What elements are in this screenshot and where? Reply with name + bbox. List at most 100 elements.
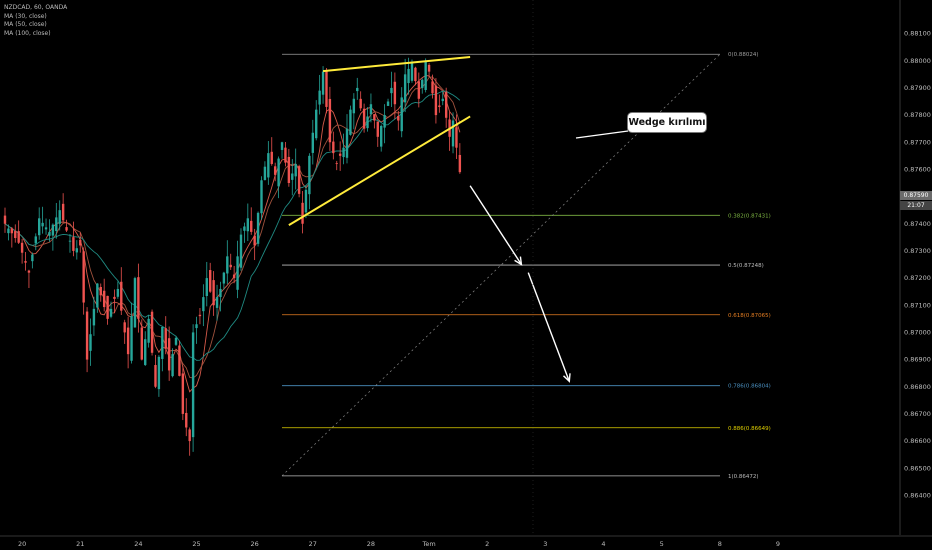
bullish-candle bbox=[291, 159, 294, 196]
bearish-candle bbox=[287, 148, 291, 187]
time-tick-label: 26 bbox=[251, 540, 259, 548]
bullish-candle bbox=[407, 57, 410, 95]
candle-body bbox=[171, 354, 174, 377]
bullish-candle bbox=[44, 218, 48, 235]
bearish-candle bbox=[427, 63, 431, 77]
bullish-candle bbox=[68, 234, 72, 253]
candle-body bbox=[366, 116, 369, 129]
bearish-candle bbox=[72, 221, 75, 257]
price-axis[interactable]: 0.86400 0.86500 0.86600 0.86700 0.86800 0.869… bbox=[899, 0, 931, 535]
price-tick-label: 0.86700 bbox=[904, 410, 931, 418]
price-tick-label: 0.87200 bbox=[904, 274, 931, 282]
candle-body bbox=[130, 316, 133, 361]
candle-body bbox=[7, 228, 10, 234]
candle-body bbox=[308, 155, 311, 195]
candle-body bbox=[294, 163, 297, 177]
candle-body bbox=[99, 287, 102, 296]
candle-body bbox=[356, 87, 359, 92]
bullish-candle bbox=[260, 176, 263, 220]
time-tick-label: 8 bbox=[718, 540, 722, 548]
candle-body bbox=[55, 217, 58, 232]
candle-body bbox=[287, 156, 291, 183]
bearish-candle bbox=[253, 228, 256, 261]
bearish-candle bbox=[359, 91, 362, 111]
bullish-candle bbox=[219, 281, 222, 312]
bearish-candle bbox=[328, 86, 332, 151]
bullish-candle bbox=[256, 211, 260, 247]
time-tick-label: 27 bbox=[309, 540, 317, 548]
price-tick-label: 0.87900 bbox=[904, 84, 931, 92]
bullish-candle bbox=[191, 324, 195, 452]
candle-body bbox=[167, 338, 171, 371]
bearish-candle bbox=[150, 309, 154, 356]
bearish-candle bbox=[181, 366, 185, 421]
bullish-candle bbox=[226, 240, 229, 285]
time-axis[interactable]: 181920212425262728Tem234589 bbox=[0, 535, 932, 548]
candle-body bbox=[17, 231, 20, 243]
candle-body bbox=[311, 132, 314, 153]
candle-body bbox=[109, 308, 113, 317]
drawings[interactable] bbox=[288, 0, 629, 535]
bearish-candle bbox=[185, 398, 188, 437]
candle-body bbox=[123, 322, 126, 333]
wedge-breakout-callout[interactable]: Wedge kırılımı bbox=[628, 113, 706, 132]
bearish-candle bbox=[102, 278, 106, 312]
candle-body bbox=[390, 87, 393, 94]
candle-body bbox=[82, 251, 85, 303]
bullish-candle bbox=[48, 219, 51, 242]
candle-body bbox=[400, 97, 403, 132]
projection-arrow bbox=[469, 185, 523, 265]
candle-body bbox=[338, 153, 342, 156]
time-tick-label: 25 bbox=[192, 540, 200, 548]
candle-body bbox=[325, 69, 328, 107]
bearish-candle bbox=[212, 271, 215, 316]
bearish-candle bbox=[3, 207, 7, 233]
bullish-candle bbox=[7, 224, 10, 241]
bullish-candle bbox=[161, 326, 164, 372]
candle-body bbox=[58, 210, 61, 224]
candle-body bbox=[260, 180, 263, 214]
candle-body bbox=[137, 277, 140, 319]
bullish-candle bbox=[424, 58, 427, 93]
candle-body bbox=[120, 281, 123, 311]
bullish-candle bbox=[133, 276, 137, 328]
bearish-candle bbox=[99, 283, 102, 302]
ma50-label: MA (50, close) bbox=[4, 21, 47, 28]
bearish-candle bbox=[376, 121, 379, 147]
price-tick-label: 0.87000 bbox=[904, 328, 931, 336]
bullish-candle bbox=[345, 114, 349, 164]
candle-body bbox=[403, 74, 407, 103]
bearish-candle bbox=[431, 74, 434, 99]
bullish-candle bbox=[421, 78, 424, 94]
bullish-candle bbox=[38, 207, 41, 240]
fib-level-label: 0.618(0.87065) bbox=[728, 313, 771, 319]
candle-body bbox=[181, 373, 185, 414]
candle-body bbox=[434, 85, 438, 116]
candle-body bbox=[256, 212, 260, 244]
callout-leader-line bbox=[575, 130, 629, 139]
bearish-candle bbox=[434, 78, 438, 124]
candle-body bbox=[65, 227, 68, 231]
bullish-candle bbox=[116, 281, 120, 299]
fib-level-label: 0(0.88024) bbox=[728, 52, 759, 58]
callout-text: Wedge kırılımı bbox=[628, 117, 706, 128]
bearish-candle bbox=[85, 307, 89, 373]
candle-body bbox=[222, 272, 226, 284]
candle-body bbox=[318, 90, 321, 105]
bearish-candle bbox=[332, 131, 335, 160]
ma100-label: MA (100, close) bbox=[4, 29, 51, 37]
candle-body bbox=[270, 151, 273, 164]
candle-body bbox=[34, 236, 37, 244]
candle-body bbox=[328, 98, 332, 143]
candle-body bbox=[386, 101, 390, 106]
candle-body bbox=[96, 283, 99, 308]
candle-body bbox=[113, 296, 116, 299]
candle-body bbox=[161, 326, 164, 359]
candle-body bbox=[147, 318, 150, 343]
candle-body bbox=[68, 240, 72, 242]
candle-body bbox=[373, 114, 376, 121]
bearish-candle bbox=[393, 72, 397, 120]
bullish-candle bbox=[318, 74, 321, 115]
candle-body bbox=[188, 429, 191, 442]
